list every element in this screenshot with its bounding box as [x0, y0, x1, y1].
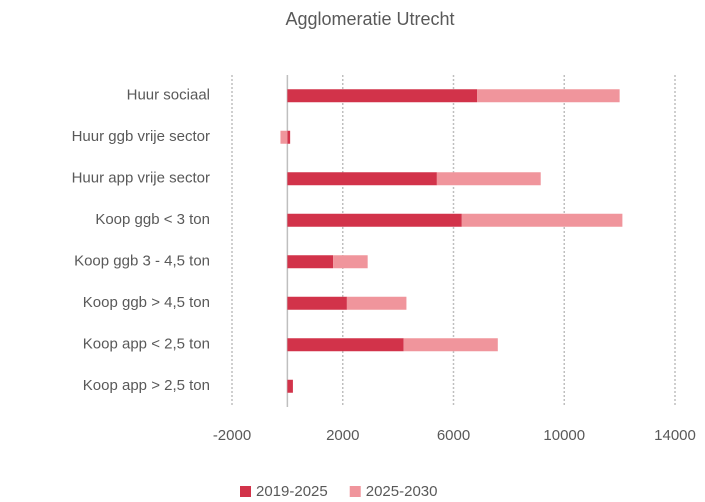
y-tick-label: Koop app > 2,5 ton: [83, 377, 210, 394]
bar: [287, 130, 291, 144]
y-tick-label: Huur ggb vrije sector: [72, 128, 210, 145]
bar: [287, 213, 462, 227]
bar: [477, 89, 620, 103]
x-tick-label: 2000: [326, 427, 359, 444]
legend-swatch: [240, 486, 251, 497]
y-tick-label: Koop ggb < 3 ton: [95, 211, 210, 228]
bar: [461, 213, 623, 227]
bar: [333, 255, 368, 269]
bar: [436, 172, 541, 186]
y-tick-label: Huur app vrije sector: [72, 170, 210, 187]
x-tick-label: -2000: [213, 427, 251, 444]
legend-label: 2019-2025: [256, 483, 328, 500]
y-tick-label: Koop ggb 3 - 4,5 ton: [74, 253, 210, 270]
bar: [287, 338, 404, 352]
chart-title: Agglomeratie Utrecht: [285, 9, 454, 29]
x-tick-label: 6000: [437, 427, 470, 444]
bar: [287, 296, 347, 310]
x-tick-label: 10000: [543, 427, 585, 444]
bar: [280, 130, 288, 144]
legend-swatch: [349, 486, 361, 497]
bar: [287, 379, 293, 393]
bar: [346, 296, 407, 310]
bar: [287, 255, 334, 269]
x-tick-label: 14000: [654, 427, 696, 444]
y-tick-label: Huur sociaal: [127, 87, 210, 104]
bar: [287, 172, 437, 186]
legend-label: 2025-2030: [366, 483, 438, 500]
bar: [287, 89, 478, 103]
bar: [403, 338, 498, 352]
y-tick-label: Koop app < 2,5 ton: [83, 336, 210, 353]
y-tick-label: Koop ggb > 4,5 ton: [83, 294, 210, 311]
